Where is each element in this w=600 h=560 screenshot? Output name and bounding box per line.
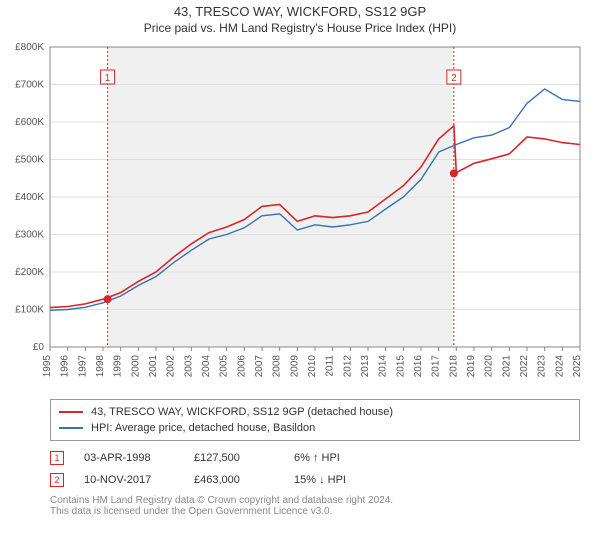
- svg-text:1999: 1999: [113, 355, 124, 378]
- svg-text:£800K: £800K: [15, 42, 44, 53]
- svg-text:1997: 1997: [77, 355, 88, 378]
- svg-text:2005: 2005: [219, 355, 230, 378]
- event-delta: 6% ↑ HPI: [294, 452, 394, 464]
- events-table: 1 03-APR-1998£127,5006% ↑ HPI 2 10-NOV-2017…: [50, 447, 580, 491]
- event-row: 1 03-APR-1998£127,5006% ↑ HPI: [50, 447, 580, 469]
- svg-text:2019: 2019: [466, 355, 477, 378]
- chart-title: 43, TRESCO WAY, WICKFORD, SS12 9GP: [0, 4, 600, 19]
- svg-text:2021: 2021: [501, 355, 512, 378]
- svg-text:2020: 2020: [484, 355, 495, 378]
- svg-text:2006: 2006: [236, 355, 247, 378]
- title-block: 43, TRESCO WAY, WICKFORD, SS12 9GP Price…: [0, 0, 600, 35]
- svg-text:£400K: £400K: [15, 192, 44, 203]
- svg-text:2009: 2009: [289, 355, 300, 378]
- chart-container: 43, TRESCO WAY, WICKFORD, SS12 9GP Price…: [0, 0, 600, 560]
- legend: 43, TRESCO WAY, WICKFORD, SS12 9GP (deta…: [50, 399, 580, 441]
- svg-text:2004: 2004: [201, 355, 212, 378]
- event-price: £127,500: [194, 452, 294, 464]
- chart-svg: £0 £100K £200K £300K £400K £500K £600K £700K £80…: [0, 35, 600, 395]
- svg-text:2011: 2011: [325, 355, 336, 377]
- svg-text:2023: 2023: [537, 355, 548, 378]
- svg-text:2013: 2013: [360, 355, 371, 378]
- legend-item: HPI: Average price, detached house, Basi…: [59, 420, 571, 436]
- event-marker: 1: [50, 451, 64, 465]
- svg-text:£500K: £500K: [15, 155, 44, 166]
- svg-text:£200K: £200K: [15, 267, 44, 278]
- svg-text:1: 1: [105, 73, 111, 84]
- event-price: £463,000: [194, 474, 294, 486]
- legend-swatch: [59, 427, 83, 429]
- event-date: 03-APR-1998: [84, 452, 194, 464]
- svg-text:£600K: £600K: [15, 117, 44, 128]
- svg-text:2016: 2016: [413, 355, 424, 378]
- legend-label: 43, TRESCO WAY, WICKFORD, SS12 9GP (deta…: [91, 406, 393, 418]
- footer-line-1: Contains HM Land Registry data © Crown c…: [50, 495, 580, 506]
- svg-text:1996: 1996: [60, 355, 71, 378]
- svg-text:2002: 2002: [166, 355, 177, 378]
- svg-text:2012: 2012: [342, 355, 353, 378]
- svg-text:£0: £0: [33, 342, 45, 353]
- svg-text:2017: 2017: [431, 355, 442, 378]
- svg-text:2007: 2007: [254, 355, 265, 378]
- svg-text:2014: 2014: [378, 355, 389, 378]
- svg-text:1995: 1995: [42, 355, 53, 378]
- svg-text:2018: 2018: [448, 355, 459, 378]
- svg-text:2010: 2010: [307, 355, 318, 378]
- svg-text:2000: 2000: [130, 355, 141, 378]
- event-date: 10-NOV-2017: [84, 474, 194, 486]
- event-marker: 2: [50, 473, 64, 487]
- svg-text:£700K: £700K: [15, 80, 44, 91]
- svg-text:2008: 2008: [272, 355, 283, 378]
- chart-subtitle: Price paid vs. HM Land Registry's House …: [0, 19, 600, 35]
- legend-label: HPI: Average price, detached house, Basi…: [91, 422, 315, 434]
- footer-line-2: This data is licensed under the Open Gov…: [50, 506, 580, 517]
- svg-text:2: 2: [451, 73, 457, 84]
- footer: Contains HM Land Registry data © Crown c…: [50, 495, 580, 517]
- legend-item: 43, TRESCO WAY, WICKFORD, SS12 9GP (deta…: [59, 404, 571, 420]
- svg-text:2025: 2025: [572, 355, 583, 378]
- svg-text:2003: 2003: [183, 355, 194, 378]
- svg-text:2022: 2022: [519, 355, 530, 378]
- event-delta: 15% ↓ HPI: [294, 474, 394, 486]
- chart-area: £0 £100K £200K £300K £400K £500K £600K £700K £80…: [0, 35, 600, 395]
- svg-text:£300K: £300K: [15, 230, 44, 241]
- svg-text:2001: 2001: [148, 355, 159, 378]
- event-row: 2 10-NOV-2017£463,00015% ↓ HPI: [50, 469, 580, 491]
- svg-text:2015: 2015: [395, 355, 406, 378]
- svg-text:£100K: £100K: [15, 305, 44, 316]
- svg-text:1998: 1998: [95, 355, 106, 378]
- svg-text:2024: 2024: [554, 355, 565, 378]
- legend-swatch: [59, 411, 83, 413]
